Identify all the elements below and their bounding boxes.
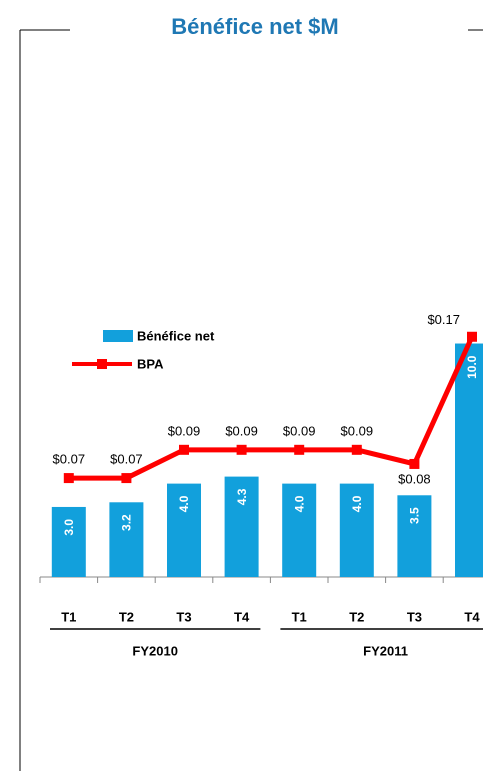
bar-value-label: 3.5 (408, 507, 422, 524)
line-value-label: $0.17 (427, 312, 460, 327)
bar (282, 483, 317, 577)
x-tick-label: T1 (292, 609, 307, 624)
line-marker (294, 444, 305, 455)
x-tick-label: T3 (407, 609, 422, 624)
line-value-label: $0.09 (283, 423, 316, 438)
bar-value-label: 4.0 (177, 495, 191, 512)
line-value-label: $0.09 (168, 423, 201, 438)
bar (224, 476, 259, 577)
bar (51, 506, 86, 577)
group-label: FY2011 (363, 643, 408, 658)
x-tick-label: T1 (61, 609, 76, 624)
x-tick-label: T4 (234, 609, 250, 624)
x-tick-label: T2 (349, 609, 364, 624)
line-value-label: $0.09 (341, 423, 374, 438)
line-marker (351, 444, 362, 455)
line-marker (409, 458, 420, 469)
chart-title: Bénéfice net $M (171, 14, 339, 39)
line-marker (179, 444, 189, 455)
bar (455, 343, 483, 577)
bar-value-label: 4.0 (350, 495, 364, 512)
line-value-label: $0.07 (110, 452, 143, 467)
legend-label: Bénéfice net (137, 328, 215, 343)
line-marker (63, 473, 74, 484)
line-value-label: $0.09 (225, 423, 258, 438)
line-value-label: $0.08 (398, 471, 431, 486)
x-tick-label: T3 (176, 609, 191, 624)
line-value-label: $0.07 (53, 452, 86, 467)
bar (339, 483, 374, 577)
bar-value-label: 10.0 (465, 355, 479, 379)
line-marker (236, 444, 247, 455)
bar (397, 495, 432, 577)
x-tick-label: T2 (119, 609, 134, 624)
line-marker (121, 473, 132, 484)
line (68, 335, 475, 481)
legend-swatch (97, 359, 107, 369)
bar-value-label: 4.0 (292, 495, 306, 512)
bar-value-label: 4.3 (235, 488, 249, 505)
bar (109, 502, 144, 577)
x-tick-label: T4 (464, 609, 480, 624)
group-label: FY2010 (132, 643, 178, 658)
bar-value-label: 3.2 (120, 514, 134, 531)
legend-swatch (103, 330, 133, 342)
line-marker (467, 331, 477, 342)
bar (167, 483, 201, 577)
legend-label: BPA (137, 356, 164, 371)
bar-value-label: 3.0 (62, 519, 76, 536)
